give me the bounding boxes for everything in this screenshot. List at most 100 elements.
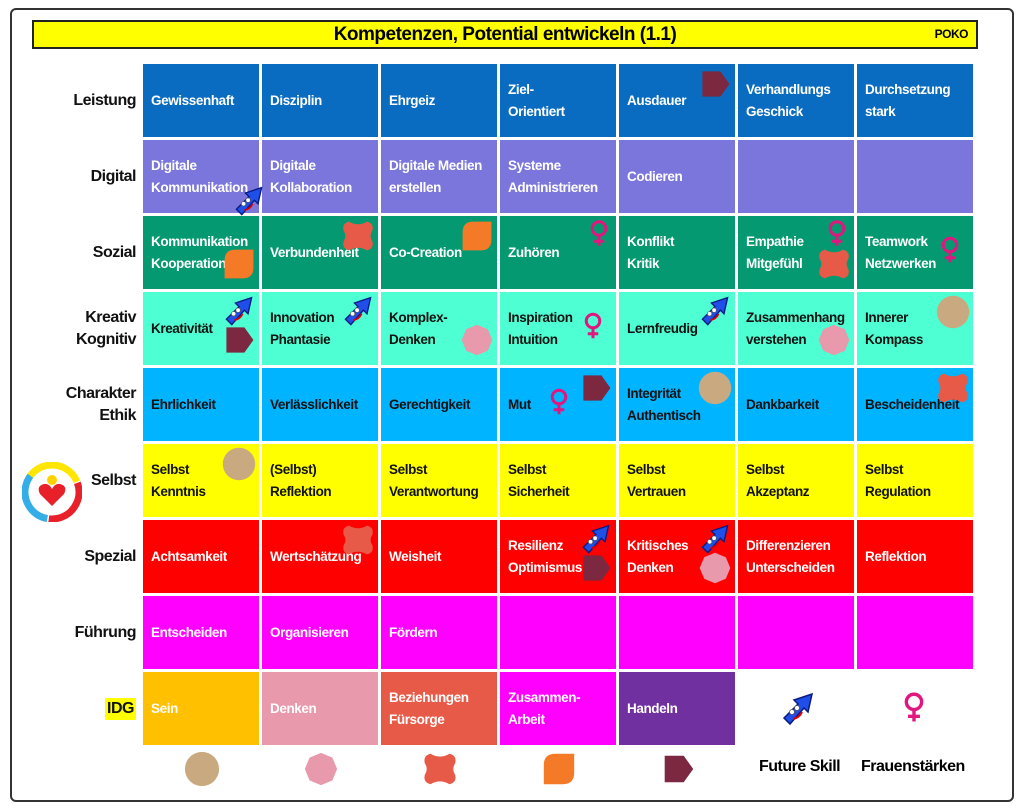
row-label: Führung bbox=[20, 596, 137, 669]
row-label: Digital bbox=[20, 140, 137, 213]
competency-cell: Zusammen- Arbeit bbox=[500, 672, 616, 745]
competency-label: Handeln bbox=[627, 700, 678, 716]
beziehungen-marker-icon bbox=[935, 370, 971, 413]
competency-label: Kritisches Denken bbox=[627, 537, 689, 575]
competency-cell: Ziel- Orientiert bbox=[500, 64, 616, 137]
handeln-legend-icon bbox=[659, 750, 697, 793]
competency-cell: Achtsamkeit bbox=[143, 520, 259, 593]
competency-cell: Innovation Phantasie bbox=[262, 292, 378, 365]
competency-label: Selbst Akzeptanz bbox=[746, 461, 810, 499]
competency-cell: Sein bbox=[143, 672, 259, 745]
competency-label: Codieren bbox=[627, 168, 683, 184]
competency-label: Systeme Administrieren bbox=[508, 157, 598, 195]
competency-cell: Beziehungen Fürsorge bbox=[381, 672, 497, 745]
competency-label: Selbst Vertrauen bbox=[627, 461, 686, 499]
handeln-marker-icon bbox=[578, 370, 614, 413]
handeln-marker-icon bbox=[697, 66, 733, 109]
future-marker-icon bbox=[231, 184, 267, 227]
competency-cell: Wertschätzung bbox=[262, 520, 378, 593]
future-marker-icon bbox=[697, 294, 733, 337]
competency-label: Integrität Authentisch bbox=[627, 385, 701, 423]
competency-cell bbox=[738, 596, 854, 669]
zusammenarbeit-marker-icon bbox=[459, 218, 495, 261]
inner-satisfaction-logo bbox=[22, 462, 82, 522]
competency-cell: Selbst Vertrauen bbox=[619, 444, 735, 517]
competency-label: Beziehungen Fürsorge bbox=[389, 689, 469, 727]
competency-cell bbox=[500, 596, 616, 669]
competency-cell: Komplex- Denken bbox=[381, 292, 497, 365]
denken-marker-icon bbox=[459, 322, 495, 365]
row-label-text: Sozial bbox=[92, 243, 137, 261]
competency-label: Ehrgeiz bbox=[389, 92, 435, 108]
competency-cell: Integrität Authentisch bbox=[619, 368, 735, 441]
competency-cell: Ehrlichkeit bbox=[143, 368, 259, 441]
competency-cell: Reflektion bbox=[857, 520, 973, 593]
competency-label: Selbst Sicherheit bbox=[508, 461, 570, 499]
row-label: Leistung bbox=[20, 64, 136, 137]
competency-cell: Selbst Sicherheit bbox=[500, 444, 616, 517]
row-label: Kreativ Kognitiv bbox=[20, 292, 137, 365]
competency-label: Wertschätzung bbox=[270, 548, 362, 564]
competency-cell: Durchsetzung stark bbox=[857, 64, 973, 137]
competency-label: Ausdauer bbox=[627, 92, 687, 108]
competency-cell: Denken bbox=[262, 672, 378, 745]
competency-label: Selbst Verantwortung bbox=[389, 461, 479, 499]
competency-label: Resilienz Optimismus bbox=[508, 537, 583, 575]
competency-cell: (Selbst) Reflektion bbox=[262, 444, 378, 517]
competency-label: Komplex- Denken bbox=[389, 309, 448, 347]
competency-cell: Kreativität bbox=[143, 292, 259, 365]
row-label: Charakter Ethik bbox=[20, 368, 137, 441]
female-marker-icon bbox=[544, 386, 574, 423]
competency-cell: Gewissenhaft bbox=[143, 64, 259, 137]
row-label-text: Führung bbox=[74, 623, 137, 641]
competency-label: Bescheidenheit bbox=[865, 396, 960, 412]
sein-marker-icon bbox=[935, 294, 971, 337]
competency-cell: Selbst Regulation bbox=[857, 444, 973, 517]
competency-cell: Digitale Kommunikation bbox=[143, 140, 263, 216]
competency-label: Innerer Kompass bbox=[865, 309, 923, 347]
handeln-marker-icon bbox=[578, 550, 614, 593]
row-label-text: Leistung bbox=[73, 91, 136, 109]
competency-cell: Handeln bbox=[619, 672, 735, 745]
competency-cell bbox=[857, 596, 973, 669]
competency-label: Digitale Medien erstellen bbox=[389, 157, 483, 195]
zusammenarbeit-marker-icon bbox=[221, 246, 257, 289]
row-label-text: Spezial bbox=[84, 547, 136, 565]
future-legend-icon bbox=[778, 690, 818, 735]
competency-label: Kommunikation Kooperation bbox=[151, 233, 248, 271]
title-text: Kompetenzen, Potential entwickeln (1.1) bbox=[333, 24, 677, 45]
competency-cell: Empathie Mitgefühl bbox=[738, 216, 854, 289]
row-label: Spezial bbox=[20, 520, 136, 593]
female-legend-icon bbox=[897, 690, 931, 729]
competency-cell: Organisieren bbox=[262, 596, 378, 669]
sein-legend-icon bbox=[183, 750, 221, 793]
competency-label: Zuhören bbox=[508, 244, 560, 260]
competency-label: Reflektion bbox=[865, 548, 927, 564]
female-marker-icon bbox=[822, 218, 852, 255]
future-marker-icon bbox=[578, 522, 614, 565]
competency-label: Achtsamkeit bbox=[151, 548, 227, 564]
competency-cell: Lernfreudig bbox=[619, 292, 735, 365]
zusammenarbeit-legend-icon bbox=[540, 750, 578, 793]
competency-cell: Co-Creation bbox=[381, 216, 497, 289]
competency-cell: Zusammenhang verstehen bbox=[738, 292, 854, 365]
legend-frauenstaerken: Frauenstärken bbox=[861, 758, 965, 775]
competency-label: Konflikt Kritik bbox=[627, 233, 675, 271]
competency-label: Selbst Kenntnis bbox=[151, 461, 206, 499]
beziehungen-legend-icon bbox=[421, 750, 459, 793]
future-marker-icon bbox=[221, 294, 257, 337]
competency-cell: Ausdauer bbox=[619, 64, 735, 137]
competency-label: Inspiration Intuition bbox=[508, 309, 573, 347]
competency-label: Digitale Kollaboration bbox=[270, 157, 352, 195]
beziehungen-marker-icon bbox=[816, 246, 852, 289]
competency-label: Dankbarkeit bbox=[746, 396, 819, 412]
competency-cell: Weisheit bbox=[381, 520, 497, 593]
future-marker-icon bbox=[697, 522, 733, 565]
competency-cell bbox=[619, 596, 735, 669]
competency-label: Verlässlichkeit bbox=[270, 396, 358, 412]
sein-marker-icon bbox=[697, 370, 733, 413]
competency-label: Fördern bbox=[389, 624, 438, 640]
competency-label: Kreativität bbox=[151, 320, 213, 336]
competency-label: Lernfreudig bbox=[627, 320, 698, 336]
competency-label: Weisheit bbox=[389, 548, 442, 564]
